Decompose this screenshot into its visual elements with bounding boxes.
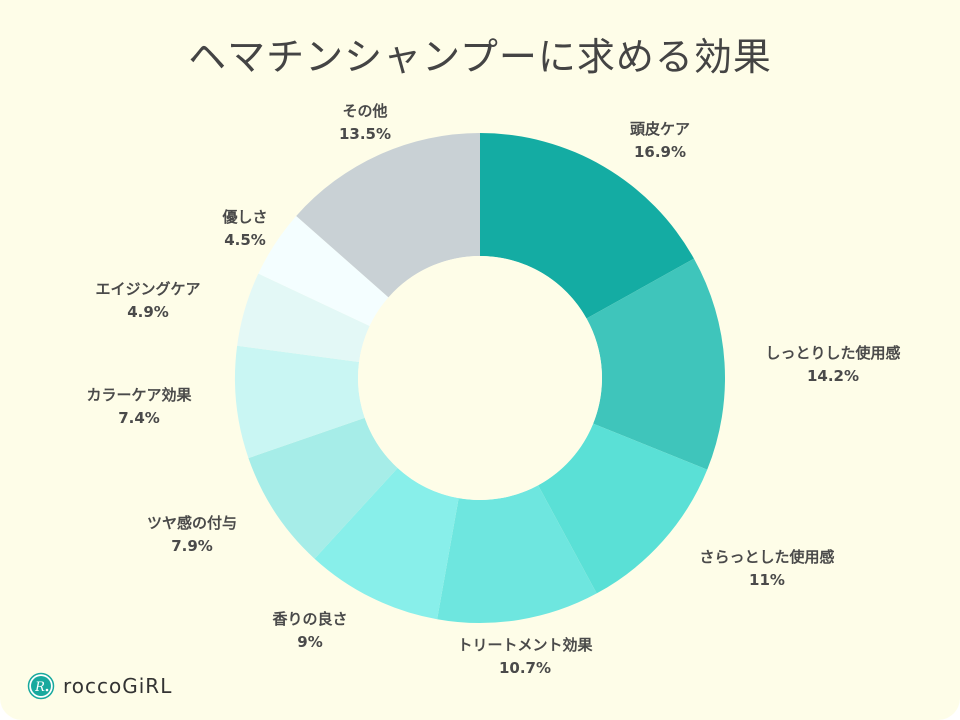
slice-label-name: しっとりした使用感 xyxy=(765,344,901,362)
slice-label-value: 13.5% xyxy=(338,125,392,143)
slice-label: ツヤ感の付与 7.9% xyxy=(147,512,237,558)
slice-label-name: 香りの良さ xyxy=(272,610,348,628)
donut-slice xyxy=(538,423,708,594)
slice-label: エイジングケア 4.9% xyxy=(95,278,200,324)
brand-name: roccoGiRL xyxy=(63,674,173,698)
slice-label: カラーケア効果 7.4% xyxy=(86,384,191,430)
slice-label: 優しさ 4.5% xyxy=(222,206,267,252)
donut-slice xyxy=(314,467,459,620)
slice-label-name: 優しさ xyxy=(222,208,268,226)
slice-label-value: 10.7% xyxy=(498,659,552,677)
slice-label-name: ツヤ感の付与 xyxy=(146,514,238,532)
slice-label: さらっとした使用感 11% xyxy=(699,546,834,592)
slice-label-value: 7.4% xyxy=(118,409,160,427)
donut-slice xyxy=(586,258,725,470)
slice-label: 香りの良さ 9% xyxy=(272,608,347,654)
donut-slice xyxy=(296,133,480,298)
slice-label-name: 頭皮ケア xyxy=(629,120,691,138)
r-speech-bubble-icon: R xyxy=(27,672,55,700)
slice-label-name: さらっとした使用感 xyxy=(699,548,835,566)
donut-slice xyxy=(234,345,365,459)
slice-label: トリートメント効果 10.7% xyxy=(457,634,592,680)
slice-label-name: その他 xyxy=(342,102,388,120)
slice-label: その他 13.5% xyxy=(339,100,391,146)
donut-slice xyxy=(480,133,694,319)
donut-slice xyxy=(248,417,398,559)
brand-logo: R roccoGiRL xyxy=(27,672,172,700)
slice-label-value: 16.9% xyxy=(633,143,687,161)
donut-slice xyxy=(258,215,389,327)
slice-label-value: 4.9% xyxy=(127,303,169,321)
slice-label-value: 11% xyxy=(749,571,785,589)
slice-label-name: エイジングケア xyxy=(95,280,201,298)
donut-slice xyxy=(237,273,370,362)
slice-label-value: 9% xyxy=(297,633,323,651)
slice-label: しっとりした使用感 14.2% xyxy=(765,342,900,388)
slice-label-name: カラーケア効果 xyxy=(86,386,192,404)
slice-label-name: トリートメント効果 xyxy=(457,636,593,654)
donut-slice xyxy=(437,485,597,623)
chart-title: ヘマチンシャンプーに求める効果 xyxy=(188,35,772,79)
slice-label: 頭皮ケア 16.9% xyxy=(630,118,690,164)
slice-label-value: 4.5% xyxy=(224,231,266,249)
slice-label-value: 7.9% xyxy=(171,537,213,555)
donut-hole xyxy=(358,256,602,500)
slice-label-value: 14.2% xyxy=(806,367,860,385)
svg-text:R: R xyxy=(34,680,45,695)
